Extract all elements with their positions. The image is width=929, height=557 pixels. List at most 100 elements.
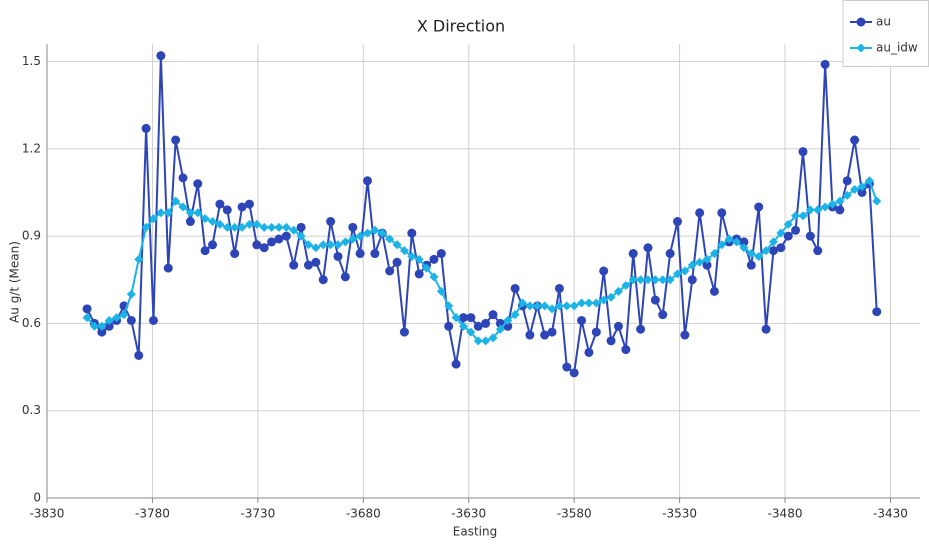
marker: [554, 283, 564, 293]
marker: [363, 176, 373, 186]
marker: [281, 222, 291, 232]
marker: [540, 330, 550, 340]
marker: [702, 254, 712, 264]
marker: [444, 301, 454, 311]
marker: [222, 222, 232, 232]
marker: [732, 237, 742, 247]
marker: [673, 269, 682, 279]
marker: [577, 315, 587, 325]
marker: [798, 147, 808, 157]
marker: [185, 208, 195, 218]
marker: [739, 243, 749, 253]
marker: [385, 266, 395, 276]
marker: [709, 286, 719, 296]
marker: [495, 324, 505, 334]
marker: [761, 324, 771, 334]
marker: [370, 225, 380, 235]
marker: [658, 275, 668, 285]
marker: [134, 254, 144, 264]
marker: [754, 202, 764, 212]
marker: [540, 301, 550, 311]
marker: [481, 336, 491, 346]
marker: [289, 260, 299, 270]
marker: [200, 246, 210, 256]
marker: [237, 202, 247, 212]
marker: [303, 260, 313, 270]
marker: [835, 205, 845, 215]
marker: [798, 211, 808, 221]
y-axis-label: Au g/t (Mean): [8, 241, 22, 323]
marker: [385, 234, 395, 244]
marker: [89, 321, 99, 331]
marker: [230, 222, 240, 232]
marker: [665, 275, 675, 285]
marker: [473, 336, 483, 346]
x-tick-label: -3680: [346, 507, 381, 521]
marker: [768, 246, 778, 256]
marker: [842, 176, 852, 186]
marker: [510, 310, 520, 320]
marker: [399, 327, 409, 337]
marker: [171, 196, 181, 206]
marker: [673, 217, 682, 227]
marker: [303, 240, 313, 250]
marker: [856, 43, 866, 53]
marker: [872, 307, 882, 317]
y-tick-label: 1.5: [22, 54, 41, 68]
marker: [864, 176, 874, 186]
marker: [185, 217, 195, 227]
marker: [200, 214, 210, 224]
chart-title: X Direction: [417, 17, 505, 36]
marker: [289, 225, 299, 235]
marker: [466, 313, 476, 323]
marker: [311, 243, 321, 253]
x-tick-label: -3430: [873, 507, 908, 521]
marker: [621, 345, 631, 355]
marker: [178, 173, 188, 183]
marker: [776, 228, 786, 238]
marker: [429, 254, 439, 264]
marker: [791, 225, 801, 235]
marker: [363, 228, 373, 238]
marker: [119, 310, 129, 320]
marker: [584, 298, 594, 308]
x-tick-label: -3530: [662, 507, 697, 521]
marker: [333, 251, 343, 261]
marker: [267, 222, 277, 232]
marker: [481, 318, 491, 328]
marker: [392, 240, 402, 250]
marker: [746, 260, 756, 270]
marker: [355, 231, 365, 241]
marker: [252, 219, 262, 229]
marker: [348, 234, 358, 244]
marker: [82, 304, 92, 314]
marker: [591, 327, 601, 337]
marker: [399, 246, 409, 256]
marker: [562, 301, 572, 311]
marker: [709, 249, 719, 259]
marker: [857, 182, 867, 192]
marker: [178, 202, 188, 212]
marker: [488, 333, 498, 343]
marker: [473, 321, 483, 331]
marker: [680, 266, 690, 276]
marker: [340, 237, 350, 247]
marker: [695, 257, 705, 267]
marker: [613, 286, 623, 296]
marker: [872, 196, 882, 206]
marker: [776, 243, 786, 253]
marker: [628, 249, 638, 259]
marker: [163, 263, 173, 273]
marker: [163, 208, 173, 218]
marker: [422, 263, 432, 273]
marker: [658, 310, 668, 320]
marker: [429, 272, 439, 282]
marker: [377, 228, 387, 238]
marker: [577, 298, 587, 308]
legend-box: [842, 0, 929, 67]
marker: [791, 211, 801, 221]
marker: [392, 257, 402, 267]
marker: [414, 254, 424, 264]
marker: [569, 368, 579, 378]
marker: [333, 240, 343, 250]
